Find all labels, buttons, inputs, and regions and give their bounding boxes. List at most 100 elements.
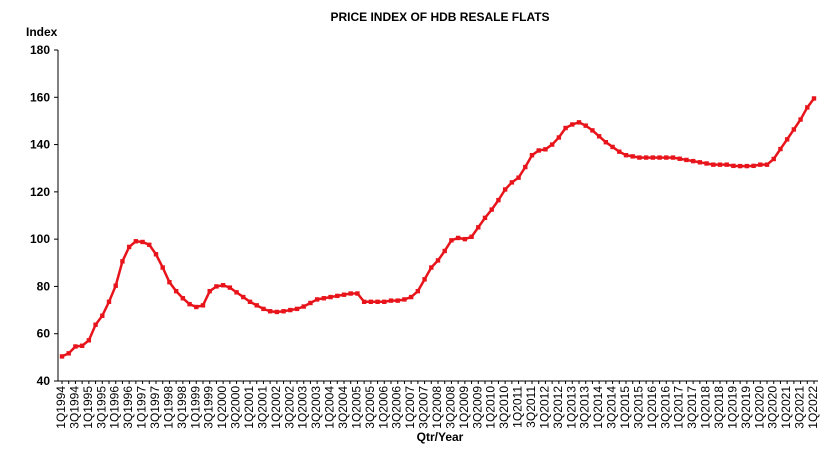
marker — [314, 297, 320, 302]
marker — [637, 155, 642, 160]
marker — [737, 163, 743, 169]
x-tick-label: 3Q2009 — [470, 386, 484, 429]
marker — [274, 309, 280, 315]
x-tick-label: 1Q1997 — [135, 386, 149, 429]
marker — [335, 293, 340, 299]
marker — [805, 105, 810, 110]
x-tick-label: 1Q2021 — [779, 386, 793, 429]
y-tick-label: 140 — [30, 138, 50, 152]
marker — [281, 309, 286, 314]
marker — [778, 146, 783, 152]
x-tick-label: 3Q2013 — [578, 386, 592, 429]
marker — [113, 283, 118, 288]
x-tick-label: 3Q2007 — [417, 386, 431, 429]
marker — [664, 155, 669, 160]
marker — [429, 265, 434, 270]
marker — [516, 175, 521, 180]
y-tick-label: 40 — [37, 374, 51, 388]
marker — [241, 294, 246, 300]
marker — [502, 187, 508, 192]
marker — [321, 296, 327, 301]
marker — [368, 299, 374, 304]
marker — [529, 153, 535, 158]
marker — [140, 239, 145, 245]
marker — [449, 238, 454, 243]
marker — [670, 155, 676, 160]
x-tick-label: 3Q1998 — [175, 386, 189, 429]
marker — [489, 207, 494, 212]
x-tick-label: 3Q2011 — [524, 386, 538, 428]
y-tick-label: 180 — [30, 43, 50, 57]
x-tick-label: 1Q2014 — [591, 386, 605, 429]
marker — [147, 242, 152, 248]
marker — [435, 258, 441, 263]
marker — [100, 313, 105, 318]
y-tick-label: 160 — [30, 90, 50, 104]
x-axis-label: Qtr/Year — [417, 430, 464, 444]
marker — [361, 299, 367, 304]
marker — [402, 297, 407, 302]
marker — [563, 125, 568, 131]
marker — [603, 140, 609, 145]
marker — [93, 322, 98, 327]
x-tick-label: 1Q2009 — [457, 386, 471, 429]
marker — [348, 291, 353, 296]
marker — [811, 96, 817, 101]
marker — [200, 303, 206, 308]
x-tick-label: 1Q2013 — [564, 386, 578, 429]
x-tick-label: 3Q1995 — [94, 386, 108, 429]
marker — [643, 155, 649, 160]
marker — [764, 162, 770, 167]
marker — [254, 303, 259, 308]
x-tick-label: 1Q1999 — [188, 386, 202, 429]
marker — [771, 156, 776, 162]
y-tick-label: 60 — [37, 327, 51, 341]
marker — [234, 290, 239, 295]
marker — [576, 120, 582, 125]
x-tick-label: 1Q2019 — [725, 386, 739, 429]
marker — [744, 163, 750, 169]
marker — [160, 265, 165, 270]
x-tick-label: 3Q2001 — [255, 386, 269, 429]
marker — [690, 158, 696, 164]
marker — [697, 160, 703, 165]
marker — [476, 225, 481, 230]
x-tick-label: 3Q2004 — [336, 386, 350, 429]
marker — [375, 299, 380, 304]
x-tick-label: 1Q2002 — [269, 386, 283, 429]
marker — [288, 307, 293, 313]
marker — [549, 142, 555, 147]
marker — [704, 161, 709, 166]
x-tick-label: 3Q2021 — [793, 386, 807, 429]
marker — [341, 292, 347, 297]
marker — [523, 164, 528, 170]
marker — [79, 343, 85, 348]
x-tick-label: 3Q2016 — [658, 386, 672, 429]
x-tick-label: 1Q2005 — [349, 386, 363, 429]
y-tick-label: 80 — [37, 279, 51, 293]
marker — [106, 299, 112, 304]
x-tick-label: 1Q2001 — [242, 386, 256, 429]
marker — [543, 147, 548, 152]
x-tick-label: 3Q2020 — [766, 386, 780, 429]
x-tick-label: 3Q2008 — [443, 386, 457, 429]
x-tick-label: 3Q1996 — [121, 386, 135, 429]
x-tick-label: 3Q2017 — [685, 386, 699, 429]
marker — [536, 148, 541, 153]
marker — [798, 117, 803, 122]
marker — [509, 180, 515, 185]
x-tick-label: 1Q1994 — [54, 386, 68, 429]
x-tick-label: 1Q2007 — [403, 386, 417, 429]
x-tick-label: 1Q2003 — [296, 386, 310, 429]
marker — [415, 288, 421, 294]
marker — [153, 252, 159, 257]
marker — [328, 294, 333, 300]
marker — [187, 301, 192, 307]
marker — [267, 309, 273, 314]
marker — [120, 259, 125, 264]
marker — [596, 134, 602, 139]
marker — [758, 162, 763, 167]
x-tick-label: 1Q2018 — [699, 386, 713, 429]
x-tick-label: 3Q2015 — [631, 386, 645, 429]
marker — [556, 135, 562, 140]
